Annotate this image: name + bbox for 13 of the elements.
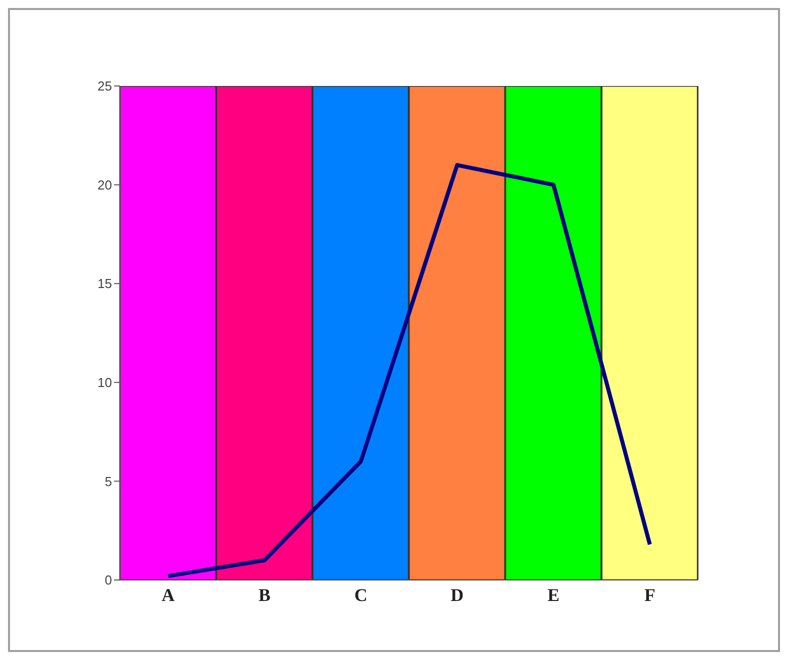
y-tick-label: 15 [98, 276, 112, 292]
y-tick-label: 5 [104, 474, 112, 489]
line-series [166, 163, 652, 578]
x-tick-label: B [258, 584, 271, 605]
x-tick-label: F [644, 584, 656, 605]
x-tick-label: D [450, 584, 464, 605]
y-tick-label: 10 [98, 375, 112, 390]
x-tick-label: A [162, 584, 175, 605]
y-tick-label: 0 [104, 572, 112, 588]
x-tick-label: C [354, 584, 368, 605]
y-tick-label: 25 [98, 78, 112, 94]
y-tick-label: 20 [98, 177, 112, 192]
x-tick-label: E [547, 584, 560, 605]
